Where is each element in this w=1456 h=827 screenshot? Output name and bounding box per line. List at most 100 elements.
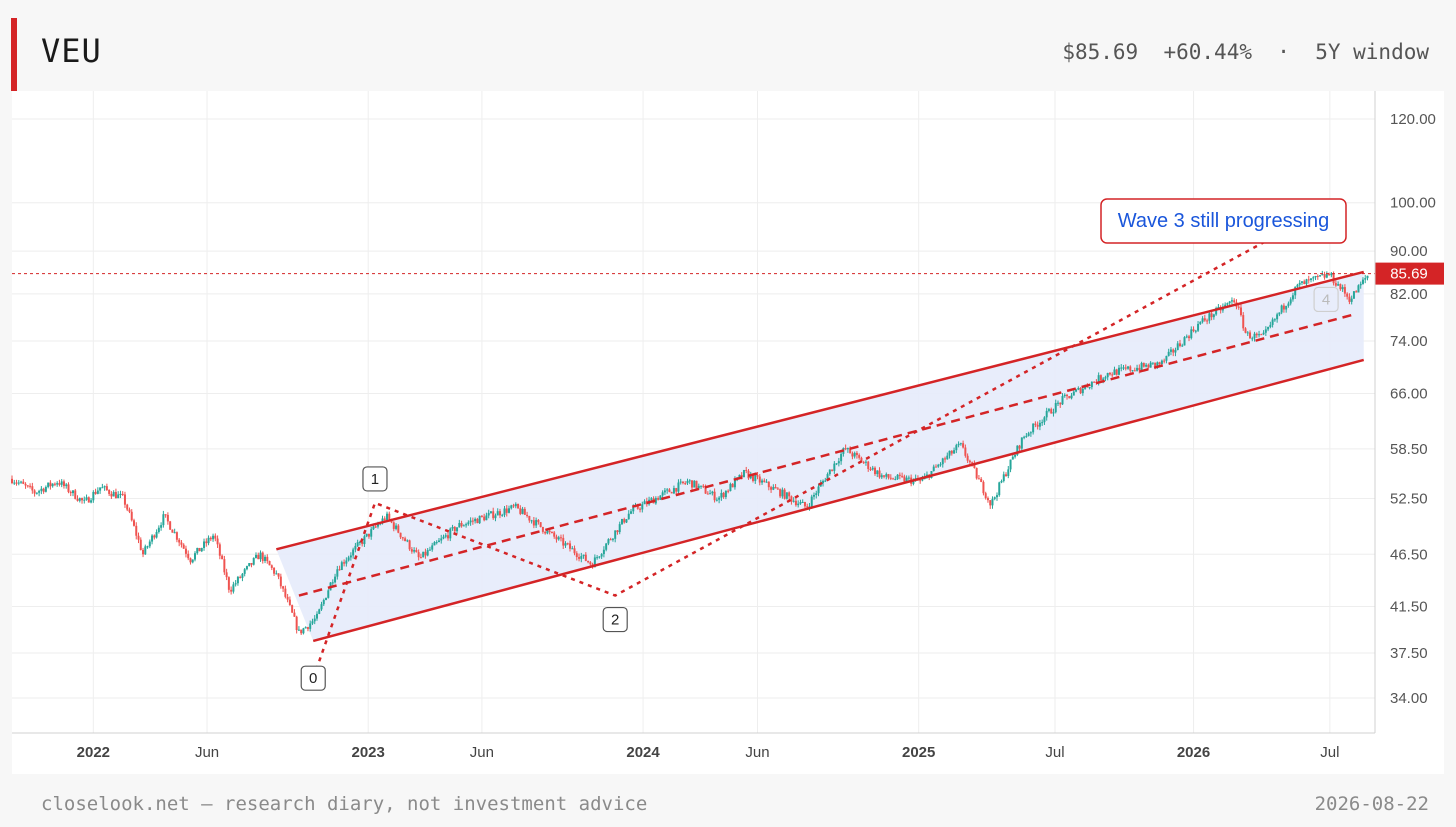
candle-body (555, 536, 558, 540)
channel-fill (276, 271, 1364, 641)
candle-body (598, 556, 601, 558)
candle-body (544, 531, 547, 534)
wave-path (312, 220, 1303, 679)
candle-body (419, 557, 422, 559)
candle-body (302, 628, 305, 634)
candle-body (76, 498, 79, 501)
y-tick-label: 41.50 (1390, 598, 1428, 615)
candle-body (340, 562, 343, 570)
candle-body (1045, 410, 1048, 418)
candle-body (236, 576, 239, 584)
candle-body (792, 500, 795, 502)
candle-body (483, 516, 486, 521)
candle-body (1154, 362, 1157, 367)
candle-body (47, 482, 50, 487)
candle-body (386, 513, 389, 520)
candle-body (320, 604, 323, 610)
candle-body (1052, 412, 1055, 414)
candle-body (221, 555, 224, 560)
candle-body (898, 474, 901, 476)
candle-body (1303, 281, 1306, 285)
candle-body (327, 590, 330, 598)
candle-body (178, 539, 181, 543)
y-tick-label: 58.50 (1390, 441, 1428, 458)
candle-body (462, 525, 465, 527)
candle-body (92, 491, 95, 501)
candle-body (752, 474, 755, 481)
candle-body (932, 466, 935, 472)
candle-body (1018, 445, 1021, 449)
candle-body (855, 452, 858, 456)
candle-body (1183, 337, 1186, 346)
candle-body (767, 481, 770, 488)
candle-body (1174, 349, 1177, 353)
candle-body (1088, 387, 1091, 389)
candle-body (1151, 362, 1154, 364)
candle-body (241, 573, 244, 578)
candle-body (198, 547, 201, 552)
channel-lower-line (312, 358, 1365, 643)
candle-body (824, 480, 827, 482)
candle-body (738, 474, 741, 478)
candle-body (609, 539, 612, 541)
candle-body (1176, 343, 1179, 350)
candle-body (207, 537, 210, 544)
last-price-tag-label: 85.69 (1390, 266, 1428, 283)
candle-body (257, 554, 260, 560)
candle-body (840, 453, 843, 462)
candle-body (230, 589, 233, 592)
candle-body (1160, 360, 1163, 365)
candle-body (968, 460, 971, 463)
candle-body (948, 450, 951, 456)
candle-body (1147, 364, 1150, 368)
candle-body (1142, 362, 1145, 367)
candle-body (1206, 320, 1209, 322)
candle-body (508, 508, 511, 513)
candle-body (1194, 330, 1197, 332)
candle-body (189, 558, 192, 563)
candle-body (1027, 433, 1030, 436)
candle-body (661, 492, 664, 496)
candle-body (1127, 366, 1130, 369)
x-tick-label: Jun (470, 744, 494, 761)
candle-body (135, 525, 138, 536)
candle-body (148, 541, 151, 547)
footer-date: 2026-08-22 (1314, 793, 1429, 815)
candle-body (600, 554, 603, 557)
candle-body (806, 506, 809, 508)
candle-body (1011, 456, 1014, 460)
candle-body (1093, 381, 1096, 383)
candle-body (1341, 287, 1344, 290)
candle-body (426, 550, 429, 556)
candle-body (1253, 333, 1256, 339)
x-tick-label: Jul (1320, 744, 1339, 761)
candle-body (1145, 364, 1148, 367)
candle-body (1251, 338, 1254, 340)
overlays: 85.6901234Wave 3 still progressing (12, 198, 1444, 691)
candle-body (657, 498, 660, 500)
candle-body (742, 470, 745, 478)
candle-body (672, 488, 675, 494)
candle-body (666, 489, 669, 491)
candle-body (790, 496, 793, 502)
y-tick-label: 46.50 (1390, 546, 1428, 563)
candle-body (401, 537, 404, 539)
candle-body (1036, 424, 1039, 427)
candle-body (413, 550, 416, 552)
candle-body (1025, 435, 1028, 437)
candle-body (566, 543, 569, 545)
candle-body (58, 483, 61, 485)
candle-body (1029, 432, 1032, 434)
candle-body (489, 511, 492, 514)
y-tick-label: 34.00 (1390, 690, 1428, 707)
candle-body (559, 537, 562, 539)
candle-body (252, 557, 255, 565)
candle-body (431, 545, 434, 550)
candle-body (887, 474, 890, 478)
x-tick-label: Jul (1045, 744, 1064, 761)
candle-body (361, 541, 364, 545)
candle-body (1059, 402, 1062, 405)
candle-body (469, 520, 472, 523)
candle-body (1321, 274, 1324, 276)
candle-body (636, 505, 639, 509)
